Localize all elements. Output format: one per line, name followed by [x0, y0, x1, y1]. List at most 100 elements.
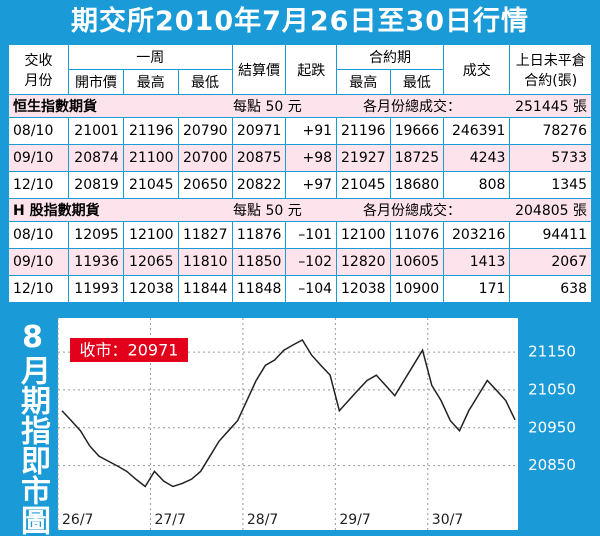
cell: 10605: [389, 248, 445, 276]
data-row: 09/10 11936 12065 11810 11850 –102 12820 10605 1…: [7, 248, 592, 276]
cell: –102: [285, 248, 338, 276]
cell: 12100: [336, 221, 391, 249]
cell: –101: [285, 221, 338, 249]
cell: 12038: [122, 275, 179, 303]
section-total: 251445 張: [515, 99, 587, 115]
section-row: 恒生指數期貨 每點 50 元 各月份總成交： 251445 張: [8, 94, 592, 118]
data-row: 12/10 11993 12038 11844 11848 –104 12038 10900 1…: [7, 275, 592, 303]
cell: 11844: [177, 275, 233, 303]
section-total: 204805 張: [515, 203, 587, 219]
section-name: H 股指數期貨: [13, 203, 100, 219]
section-name: 恒生指數期貨: [13, 99, 97, 115]
chart-title: 8月期指即市圖: [15, 319, 50, 535]
cell: 11827: [177, 221, 233, 249]
cell: 2067: [509, 248, 592, 276]
head-cell: 最高: [122, 69, 179, 95]
cell: 12095: [68, 221, 124, 249]
cell: 11993: [68, 275, 124, 303]
cell: 08/10: [7, 117, 70, 145]
cell: 12/10: [7, 171, 70, 199]
data-row: 08/10 12095 12100 11827 11876 –101 12100 11076 2…: [7, 221, 592, 249]
y-tick-label: 20850: [528, 456, 576, 474]
section-unit: 每點 50 元: [233, 203, 302, 219]
head-line: 合約(張): [524, 72, 578, 89]
data-row: 08/10 21001 21196 20790 20971 +91 21196 19666 24…: [7, 117, 592, 145]
y-tick-label: 21150: [528, 343, 576, 361]
cell: 21001: [68, 117, 124, 145]
cell: 78276: [509, 117, 592, 145]
cell: 1413: [443, 248, 511, 276]
section-row: H 股指數期貨 每點 50 元 各月份總成交： 204805 張: [8, 198, 592, 222]
head-cell: 最低: [177, 69, 233, 95]
section-line: H 股指數期貨 每點 50 元 各月份總成交： 204805 張: [13, 200, 587, 220]
head-cell: 合約期: [336, 44, 445, 70]
cell: 21196: [336, 117, 391, 145]
head-line: 月份: [24, 72, 53, 89]
cell: 12/10: [7, 275, 70, 303]
cell: 20874: [68, 144, 124, 172]
table-body: 恒生指數期貨 每點 50 元各月份總成交： 251445 張 08/10 21001 21…: [7, 94, 592, 303]
head-cell: 成交: [443, 44, 511, 95]
cell: 09/10: [7, 248, 70, 276]
cell: 12100: [122, 221, 179, 249]
cell: +97: [285, 171, 338, 199]
x-tick-label: 28/7: [247, 512, 278, 528]
cell: 20875: [231, 144, 287, 172]
cell: 19666: [389, 117, 445, 145]
cell: 08/10: [7, 221, 70, 249]
annotation: 收市：20971: [80, 341, 179, 360]
cell: 21045: [122, 171, 179, 199]
x-tick-label: 26/7: [62, 512, 93, 528]
chart: 20850 20950 21050 21150 26/7 27/7 28/7 29/7 30/7…: [57, 318, 576, 530]
head-cell: 最低: [389, 69, 445, 95]
cell: 20790: [177, 117, 233, 145]
y-tick-label: 20950: [528, 418, 576, 436]
cell: 09/10: [7, 144, 70, 172]
cell: 94411: [509, 221, 592, 249]
cell: 11850: [231, 248, 287, 276]
cell: 18725: [389, 144, 445, 172]
section-total-label: 各月份總成交：: [363, 99, 461, 115]
cell: 4243: [443, 144, 511, 172]
cell: 11076: [389, 221, 445, 249]
section-total-label: 各月份總成交：: [363, 203, 461, 219]
title: 期交所2010年7月26日至30日行情: [70, 6, 530, 37]
cell: 20819: [68, 171, 124, 199]
cell: 20650: [177, 171, 233, 199]
cell: 203216: [443, 221, 511, 249]
cell: 11936: [68, 248, 124, 276]
head-line: 上日未平倉: [515, 52, 586, 69]
cell: 20822: [231, 171, 287, 199]
head-cell: 結算價: [231, 44, 287, 95]
cell: 21100: [122, 144, 179, 172]
head-cell: 交收 月份: [7, 44, 70, 95]
cell: –104: [285, 275, 338, 303]
section-unit: 每點 50 元: [233, 99, 302, 115]
head-cell: 最高: [336, 69, 391, 95]
section-cell: H 股指數期貨 每點 50 元 各月份總成交： 204805 張: [8, 198, 592, 222]
section-line: 恒生指數期貨 每點 50 元 各月份總成交： 251445 張: [13, 96, 587, 116]
cell: 12065: [122, 248, 179, 276]
cell: 10900: [389, 275, 445, 303]
x-tick-label: 30/7: [432, 512, 463, 528]
cell: 12820: [336, 248, 391, 276]
cell: 171: [443, 275, 511, 303]
head-cell: 起跌: [285, 44, 338, 95]
cell: 1345: [509, 171, 592, 199]
x-tick-label: 29/7: [339, 512, 370, 528]
data-row: 09/10 20874 21100 20700 20875 +98 21927 18725 42…: [7, 144, 592, 172]
data-row: 12/10 20819 21045 20650 20822 +97 21045 18680 80…: [7, 171, 592, 199]
cell: 21196: [122, 117, 179, 145]
cell: 246391: [443, 117, 511, 145]
cell: 11810: [177, 248, 233, 276]
cell: +91: [285, 117, 338, 145]
y-tick-label: 21050: [528, 380, 576, 398]
cell: 20700: [177, 144, 233, 172]
head-cell: 開市價: [68, 69, 124, 95]
cell: 11876: [231, 221, 287, 249]
cell: 5733: [509, 144, 592, 172]
cell: 21045: [336, 171, 391, 199]
cell: 18680: [389, 171, 445, 199]
head-line: 交收: [24, 52, 53, 69]
